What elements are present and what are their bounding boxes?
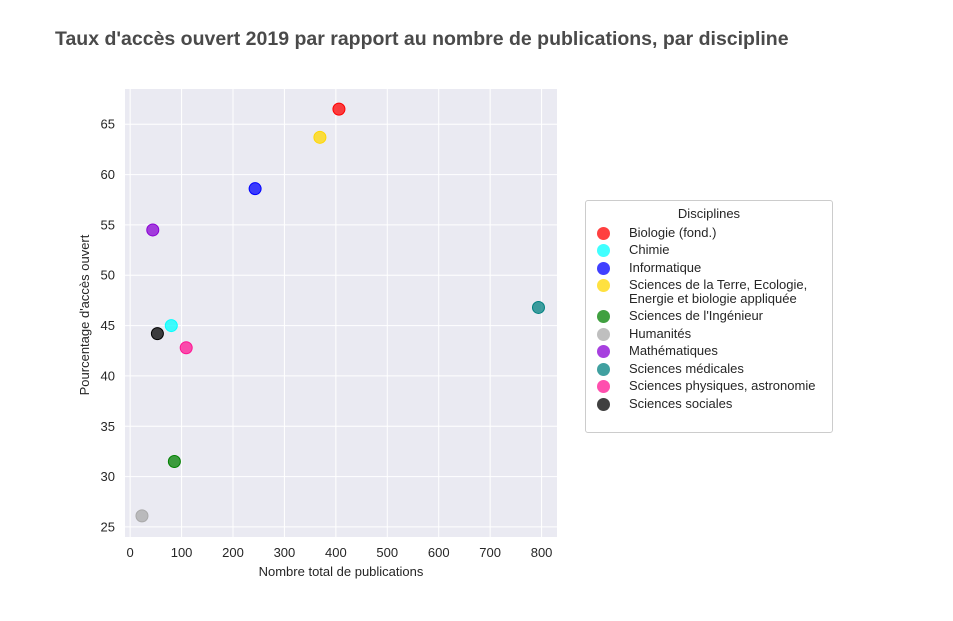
- legend-marker-icon: [597, 244, 610, 258]
- x-tick-label: 700: [479, 545, 501, 560]
- x-tick-label: 0: [127, 545, 134, 560]
- y-tick-label: 55: [101, 217, 115, 232]
- data-point: [150, 327, 164, 341]
- legend-item: Sciences de l'Ingénieur: [586, 308, 832, 323]
- y-tick-label: 45: [101, 318, 115, 333]
- y-axis-label: Pourcentage d'accès ouvert: [77, 234, 92, 395]
- data-points: [135, 102, 545, 523]
- legend-item: Chimie: [586, 242, 832, 258]
- y-axis-ticks: 25 30 35 40 45 50 55 60 65: [101, 117, 115, 535]
- data-point: [332, 102, 346, 116]
- legend-label: Biologie (fond.): [629, 224, 717, 240]
- legend-item: Sciences de la Terre, Ecologie, Energie …: [586, 277, 832, 305]
- legend-label: Chimie: [629, 242, 670, 258]
- x-tick-label: 200: [222, 545, 244, 560]
- legend-marker-icon: [597, 327, 610, 341]
- legend-item: Biologie (fond.): [586, 225, 832, 240]
- legend-marker-icon: [597, 261, 610, 275]
- data-point: [179, 341, 193, 355]
- legend-item: Mathématiques: [586, 343, 832, 359]
- grid-lines: [125, 89, 557, 537]
- data-point: [135, 509, 149, 523]
- x-tick-label: 600: [428, 545, 450, 560]
- y-tick-label: 60: [101, 167, 115, 182]
- chart-title: Taux d'accès ouvert 2019 par rapport au …: [55, 28, 789, 50]
- x-tick-label: 400: [325, 545, 347, 560]
- data-point: [164, 319, 178, 333]
- legend-item: Sciences sociales: [586, 396, 832, 411]
- legend-items: Biologie (fond.) Chimie Informatique Scienc…: [586, 225, 832, 411]
- y-tick-label: 25: [101, 519, 115, 534]
- legend-label: Sciences sociales: [629, 395, 733, 411]
- y-tick-label: 50: [101, 268, 115, 283]
- data-point: [531, 300, 545, 314]
- data-point: [313, 130, 327, 144]
- legend-item: Informatique: [586, 260, 832, 275]
- y-tick-label: 35: [101, 419, 115, 434]
- legend-marker-icon: [597, 362, 610, 376]
- y-tick-label: 30: [101, 469, 115, 484]
- data-point: [248, 182, 262, 196]
- legend-label: Sciences de l'Ingénieur: [629, 307, 764, 323]
- legend-marker-icon: [597, 397, 610, 411]
- legend-label: Sciences médicales: [629, 360, 744, 376]
- legend-marker-icon: [597, 226, 610, 240]
- x-tick-label: 100: [171, 545, 193, 560]
- x-tick-label: 500: [376, 545, 398, 560]
- y-tick-label: 40: [101, 368, 115, 383]
- x-axis-label: Nombre total de publications: [259, 564, 424, 579]
- legend-title: Disciplines: [677, 206, 741, 221]
- legend-label: Mathématiques: [629, 343, 718, 359]
- legend-marker-icon: [597, 345, 610, 359]
- plot-area: [125, 89, 557, 537]
- legend: Disciplines Biologie (fond.) Chimie Inform…: [585, 200, 833, 433]
- x-tick-label: 800: [531, 545, 553, 560]
- x-tick-label: 300: [274, 545, 296, 560]
- legend-label: Humanités: [629, 325, 692, 341]
- data-point: [146, 223, 160, 237]
- legend-item: Humanités: [586, 326, 832, 341]
- legend-marker-icon: [597, 279, 610, 293]
- y-tick-label: 65: [101, 117, 115, 132]
- legend-label: Sciences physiques, astronomie: [629, 378, 816, 394]
- legend-label: Sciences de la Terre, Ecologie, Energie …: [629, 277, 808, 306]
- legend-label: Informatique: [629, 259, 702, 275]
- legend-marker-icon: [597, 380, 610, 394]
- data-point: [167, 454, 181, 468]
- legend-item: Sciences médicales: [586, 361, 832, 376]
- x-axis-ticks: 0 100 200 300 400 500 600 700 800: [127, 545, 553, 560]
- legend-marker-icon: [597, 309, 610, 323]
- legend-item: Sciences physiques, astronomie: [586, 378, 832, 394]
